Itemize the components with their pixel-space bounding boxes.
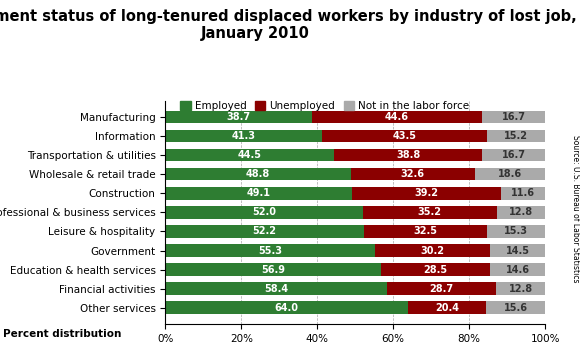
Legend: Employed, Unemployed, Not in the labor force: Employed, Unemployed, Not in the labor f… [176, 97, 473, 115]
Text: 28.5: 28.5 [423, 265, 448, 275]
Bar [165, 225, 364, 238]
Bar [165, 149, 334, 161]
Text: 30.2: 30.2 [420, 246, 445, 256]
Bar [382, 264, 490, 276]
Bar [351, 168, 474, 180]
Bar [387, 282, 496, 295]
Bar [482, 149, 545, 161]
Text: 12.8: 12.8 [509, 284, 532, 294]
Text: 11.6: 11.6 [511, 188, 535, 198]
Text: 38.8: 38.8 [396, 150, 420, 160]
Text: 15.3: 15.3 [504, 226, 528, 237]
Bar [490, 264, 545, 276]
Bar [364, 225, 487, 238]
Text: 18.6: 18.6 [498, 169, 522, 179]
Text: 16.7: 16.7 [502, 150, 525, 160]
Text: 32.5: 32.5 [414, 226, 437, 237]
Bar [352, 187, 501, 199]
Bar [487, 130, 545, 143]
Text: 64.0: 64.0 [275, 303, 299, 313]
Bar [165, 282, 387, 295]
Bar [496, 206, 545, 219]
Text: 44.6: 44.6 [385, 112, 409, 122]
Bar [165, 206, 363, 219]
Text: 44.5: 44.5 [238, 150, 262, 160]
Text: 55.3: 55.3 [258, 246, 282, 256]
Bar [165, 111, 312, 123]
Bar [496, 282, 545, 295]
Text: 43.5: 43.5 [393, 131, 417, 141]
Text: 52.2: 52.2 [252, 226, 277, 237]
Bar [165, 244, 375, 257]
Text: 38.7: 38.7 [227, 112, 251, 122]
Text: 52.0: 52.0 [252, 207, 276, 217]
Bar [490, 244, 545, 257]
Bar [487, 225, 545, 238]
Text: Percent distribution: Percent distribution [3, 329, 121, 339]
Bar [165, 168, 351, 180]
Bar [322, 130, 487, 143]
Text: 39.2: 39.2 [414, 188, 438, 198]
Text: 48.8: 48.8 [246, 169, 270, 179]
Bar [165, 187, 352, 199]
Text: 49.1: 49.1 [246, 188, 270, 198]
Text: 16.7: 16.7 [502, 112, 525, 122]
Text: 32.6: 32.6 [401, 169, 425, 179]
Bar [334, 149, 482, 161]
Bar [312, 111, 482, 123]
Bar [408, 301, 486, 314]
Text: 14.6: 14.6 [505, 265, 530, 275]
Bar [165, 264, 382, 276]
Text: 20.4: 20.4 [435, 303, 459, 313]
Bar [486, 301, 545, 314]
Bar [363, 206, 496, 219]
Text: 15.6: 15.6 [503, 303, 528, 313]
Text: 41.3: 41.3 [232, 131, 256, 141]
Text: Employment status of long-tenured displaced workers by industry of lost job,
Jan: Employment status of long-tenured displa… [0, 9, 577, 41]
Text: Source: U.S. Bureau of Labor Statistics: Source: U.S. Bureau of Labor Statistics [571, 135, 580, 283]
Bar [165, 301, 408, 314]
Text: 14.5: 14.5 [506, 246, 530, 256]
Bar [375, 244, 490, 257]
Bar [501, 187, 545, 199]
Text: 12.8: 12.8 [509, 207, 533, 217]
Text: 58.4: 58.4 [264, 284, 288, 294]
Text: 56.9: 56.9 [262, 265, 285, 275]
Text: 15.2: 15.2 [505, 131, 528, 141]
Bar [165, 130, 322, 143]
Bar [474, 168, 545, 180]
Text: 35.2: 35.2 [418, 207, 442, 217]
Bar [482, 111, 545, 123]
Text: 28.7: 28.7 [430, 284, 454, 294]
